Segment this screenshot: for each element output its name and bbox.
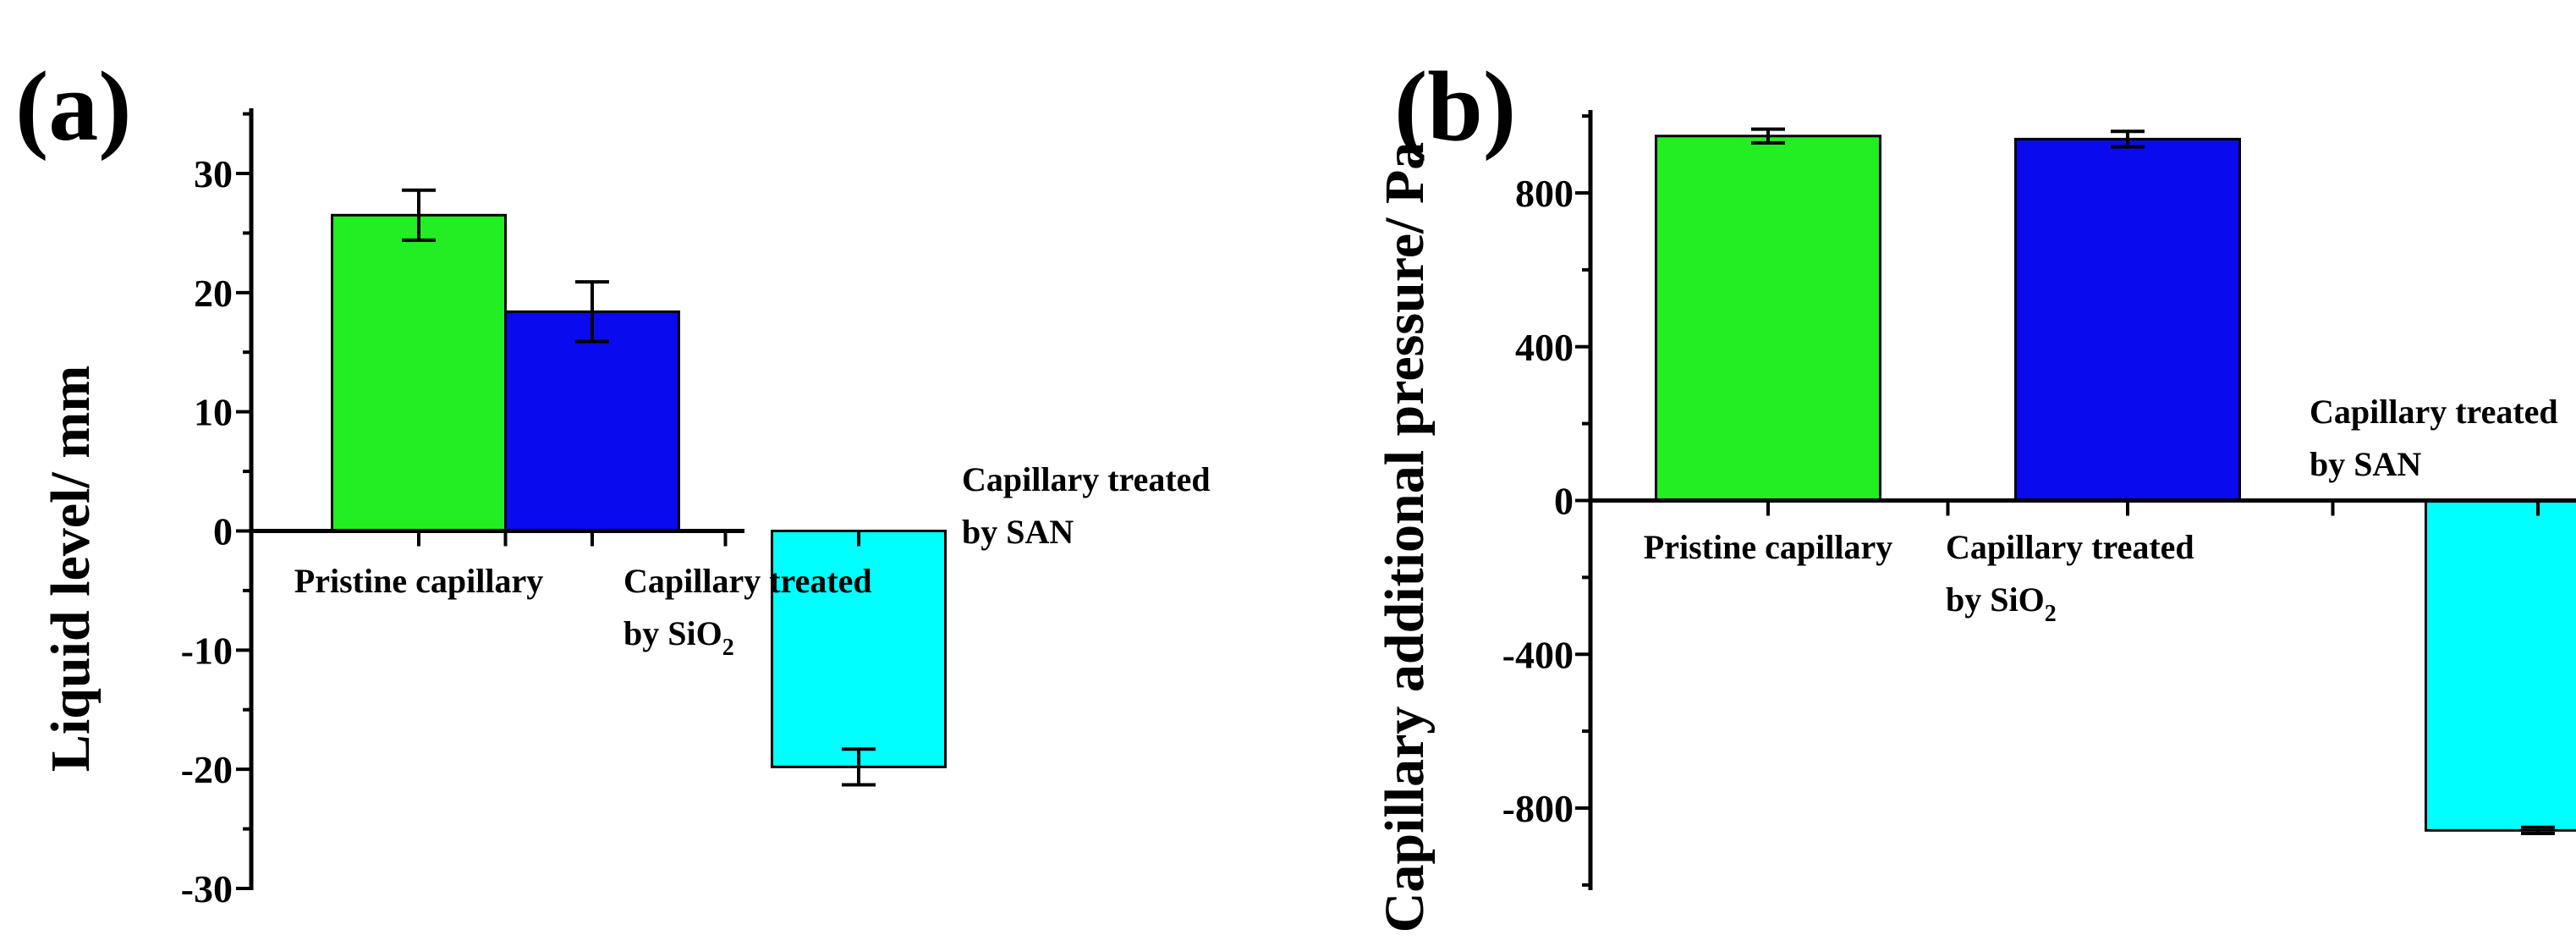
panel-a-y-tick-label: 10 xyxy=(194,391,233,434)
panel-a-error-bar-1 xyxy=(402,188,436,242)
panel-a-bar-2 xyxy=(504,310,680,532)
panel-a-category-label-2-line2: by SiO2 xyxy=(623,614,734,661)
panel-b-y-tick-label: -800 xyxy=(1502,787,1574,830)
panel-b-error-bar-2 xyxy=(2111,129,2145,149)
panel-b-y-tick-label: 800 xyxy=(1515,172,1574,215)
panel-b-category-label-3-line2: by SAN xyxy=(2310,445,2421,483)
panel-b-category-label-3: Capillary treated xyxy=(2310,393,2558,431)
panel-a-category-label-3: Capillary treated xyxy=(962,460,1211,498)
panel-b-chart: (b) Capillary additional pressure/ Pa 80… xyxy=(1374,51,2576,932)
panel-a-chart: (a) Liquid level/ mm 30 20 10 0 -10 -20 -30 Pri… xyxy=(15,51,1211,910)
panel-a-y-tick-label: 20 xyxy=(194,272,233,315)
panel-a-y-tick-label: -20 xyxy=(181,748,233,791)
panel-b-subscript: 2 xyxy=(2045,601,2057,627)
panel-b-error-bar-1 xyxy=(1751,127,1785,145)
panel-a-bar-1 xyxy=(331,213,507,533)
panel-a-label: (a) xyxy=(15,51,132,162)
panel-b-y-tick-label: 400 xyxy=(1515,326,1574,369)
panel-b-y-tick-label: -400 xyxy=(1502,633,1574,676)
panel-a-y-axis-title: Liquid level/ mm xyxy=(40,366,102,772)
panel-b-bar-3 xyxy=(2425,499,2576,832)
panel-a-error-bar-2 xyxy=(575,280,609,344)
panel-a-subscript: 2 xyxy=(722,635,734,661)
panel-b-category-label-2-line2: by SiO2 xyxy=(1946,580,2057,627)
panel-b-y-tick-label: 0 xyxy=(1554,480,1574,523)
panel-b-category-label-2: Capillary treated xyxy=(1946,528,2194,566)
panel-a-y-tick-label: -30 xyxy=(181,867,233,910)
panel-b-bar-2 xyxy=(2014,137,2241,502)
panel-a-category-label-2: Capillary treated xyxy=(623,562,872,600)
panel-b-label: (b) xyxy=(1394,51,1516,162)
panel-a-error-bar-3 xyxy=(842,747,876,787)
panel-b-error-bar-3 xyxy=(2521,825,2555,835)
panel-a-category-label-1: Pristine capillary xyxy=(294,562,543,600)
panel-a-category-label-3-line2: by SAN xyxy=(962,513,1074,551)
panel-a-y-tick-label: 30 xyxy=(194,152,233,195)
panel-b-category-label-1: Pristine capillary xyxy=(1644,528,1892,566)
panel-a-y-tick-label: 0 xyxy=(213,510,233,553)
panel-a-y-tick-label: -10 xyxy=(181,629,233,672)
panel-b-bar-1 xyxy=(1655,135,1881,502)
panel-b-y-axis-title: Capillary additional pressure/ Pa xyxy=(1374,142,1436,933)
